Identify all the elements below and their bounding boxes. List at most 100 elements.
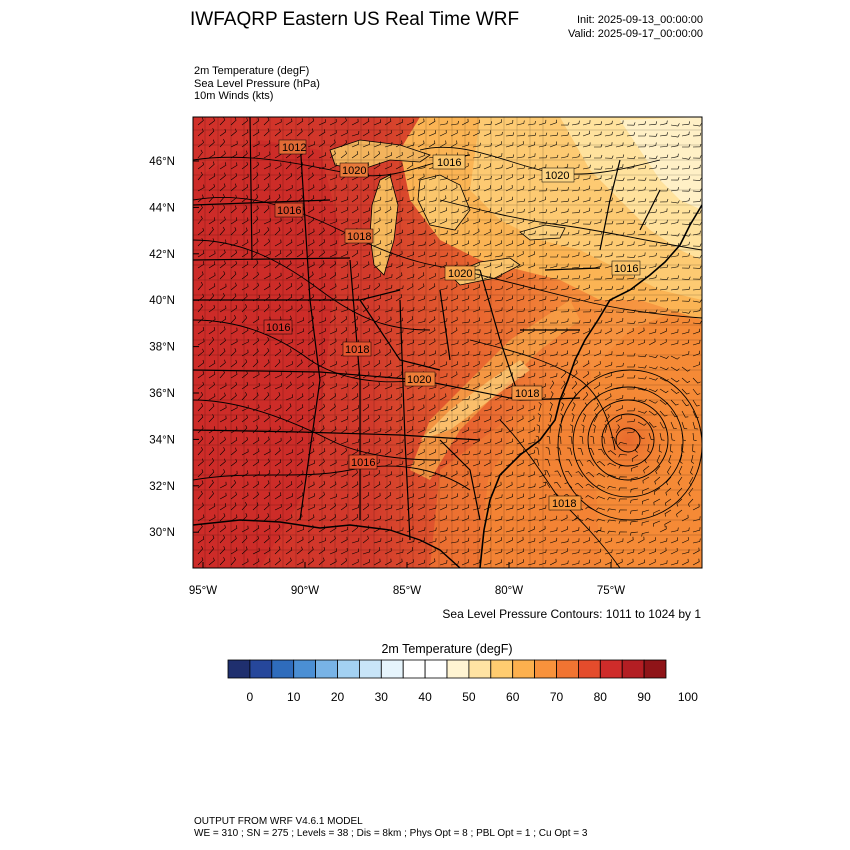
wind-barb: [285, 449, 293, 456]
wind-barb: [582, 230, 591, 236]
wind-barb: [659, 560, 668, 566]
wind-barb: [494, 285, 503, 291]
wind-barb: [505, 548, 513, 555]
wind-barb: [296, 492, 304, 500]
wind-barb: [428, 140, 436, 148]
wind-barb: [406, 162, 414, 170]
wind-barb: [593, 208, 602, 214]
wind-barb: [450, 340, 459, 346]
wind-barb: [538, 119, 547, 126]
wind-barb: [615, 394, 624, 401]
wind-barb: [571, 307, 580, 313]
wind-barb: [197, 194, 204, 203]
wind-barb: [395, 229, 403, 236]
pressure-label: 1016: [277, 205, 301, 217]
wind-barb: [252, 161, 259, 170]
wind-barb: [219, 283, 227, 291]
wind-barb: [516, 493, 524, 500]
wind-barb: [461, 396, 470, 401]
wind-barb: [428, 118, 436, 126]
wind-barb: [637, 421, 647, 426]
wind-barb: [527, 526, 535, 533]
wind-barb: [307, 448, 315, 456]
wind-barb: [638, 133, 647, 137]
wind-barb: [384, 130, 392, 137]
wind-barb: [505, 263, 514, 269]
wind-barb: [395, 426, 403, 434]
wind-barb: [472, 195, 480, 203]
wind-barb: [576, 459, 584, 467]
wind-barb: [626, 286, 636, 291]
wind-barb: [241, 271, 248, 280]
wind-barb: [604, 120, 613, 126]
wind-barb: [307, 405, 315, 412]
wind-barb: [681, 121, 690, 126]
wind-barb: [637, 297, 647, 302]
wind-barb: [285, 370, 292, 379]
wind-barb: [483, 482, 491, 489]
wind-barb: [558, 424, 563, 434]
wind-barb: [472, 164, 481, 170]
wind-barb: [351, 469, 358, 478]
wind-barb: [439, 261, 447, 269]
lat-label: 38°N: [149, 342, 175, 354]
wind-barb: [373, 305, 381, 313]
colorbar-label: 10: [287, 690, 301, 704]
wind-barb: [263, 195, 271, 203]
wind-barb: [450, 361, 458, 368]
wind-barb: [230, 128, 237, 137]
wind-barb: [263, 140, 271, 148]
wind-barb: [318, 317, 326, 324]
wind-barb: [596, 507, 606, 511]
wind-barb: [428, 283, 436, 291]
wind-barb: [307, 162, 315, 170]
map-frame: [192, 116, 703, 569]
wind-barb: [428, 186, 437, 192]
wind-barb: [351, 260, 358, 269]
wind-barb: [384, 229, 392, 236]
wind-barb: [637, 432, 645, 440]
wind-barb: [516, 548, 524, 555]
wind-barb: [450, 561, 459, 566]
wind-barb: [472, 494, 481, 500]
wind-barb: [483, 185, 491, 192]
wind-barb: [618, 487, 628, 491]
wind-barb: [252, 117, 260, 126]
wind-barb: [547, 424, 551, 434]
wind-barb: [274, 514, 282, 522]
wind-barb: [406, 472, 415, 478]
wind-barb: [450, 218, 459, 225]
wind-barb: [604, 327, 612, 335]
wind-barb: [296, 503, 304, 511]
wind-barb: [428, 316, 436, 324]
wind-barb: [406, 142, 415, 148]
wind-barb: [241, 304, 248, 313]
wind-barb: [329, 250, 337, 258]
wind-barb: [197, 545, 204, 555]
wind-barb: [626, 548, 635, 555]
wind-barb: [483, 175, 492, 181]
wind-barb: [450, 283, 458, 291]
wind-barb: [285, 260, 292, 269]
wind-barb: [219, 546, 226, 555]
wind-barb: [230, 239, 238, 247]
colorbar-swatch: [556, 659, 579, 679]
wind-barb: [252, 294, 260, 302]
wind-barb: [241, 414, 248, 423]
wind-barb: [659, 328, 667, 335]
wind-barb: [384, 426, 392, 434]
wind-barb: [373, 449, 381, 456]
wind-barb: [626, 396, 636, 401]
wind-barb: [340, 514, 348, 522]
wind-barb: [549, 515, 558, 522]
wind-barb: [472, 129, 480, 137]
wind-barb: [505, 174, 513, 181]
wind-barb: [494, 559, 502, 566]
wind-barb: [582, 164, 591, 170]
wind-barb: [527, 141, 536, 148]
wind-barb: [582, 197, 591, 203]
wind-barb: [395, 151, 403, 159]
wind-barb: [263, 117, 270, 126]
wind-barb: [505, 361, 513, 368]
wind-barb: [527, 560, 536, 566]
